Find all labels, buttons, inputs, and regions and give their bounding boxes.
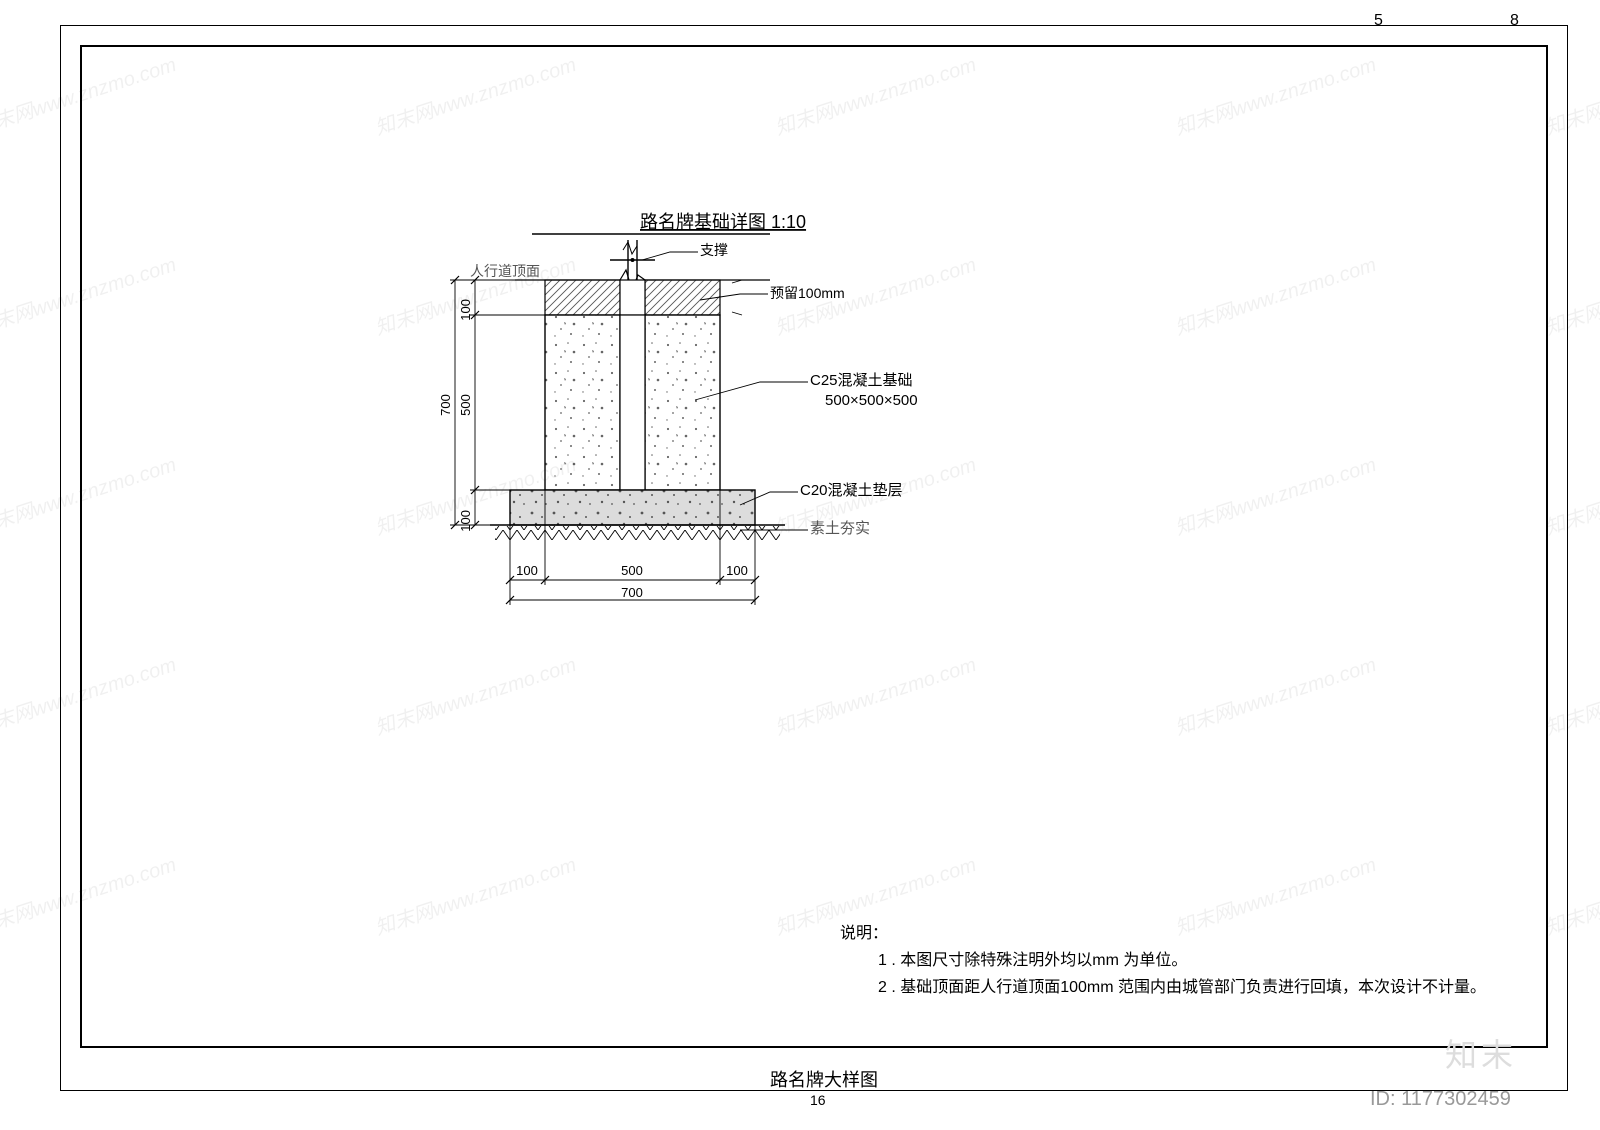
drawing-title: 路名牌基础详图 1:10 bbox=[640, 212, 806, 232]
svg-text:素土夯实: 素土夯实 bbox=[810, 520, 870, 537]
page-num-right: 8 bbox=[1510, 12, 1519, 30]
notes-heading: 说明： bbox=[840, 920, 1486, 947]
svg-text:500×500×500: 500×500×500 bbox=[825, 392, 918, 409]
svg-text:C20混凝土垫层: C20混凝土垫层 bbox=[800, 482, 903, 499]
dim-h-total: 700 bbox=[621, 585, 643, 600]
label-sidewalk: 人行道顶面 bbox=[470, 263, 540, 279]
dim-h1: 100 bbox=[516, 563, 538, 578]
dim-h3: 100 bbox=[726, 563, 748, 578]
dim-v3: 100 bbox=[458, 510, 473, 532]
watermark-id: ID: 1177302459 bbox=[1370, 1088, 1511, 1111]
c25-concrete-base bbox=[545, 315, 720, 490]
svg-text:预留100mm: 预留100mm bbox=[770, 285, 845, 301]
bottom-title: 路名牌大样图 bbox=[770, 1066, 878, 1092]
notes-block: 说明： 1 . 本图尺寸除特殊注明外均以mm 为单位。 2 . 基础顶面距人行道… bbox=[840, 920, 1486, 1002]
rammed-earth bbox=[490, 525, 785, 540]
sheet-number: 16 bbox=[810, 1092, 826, 1108]
foundation-detail-drawing: 路名牌基础详图 1:10 bbox=[440, 200, 1080, 650]
watermark-logo: 知末 bbox=[1445, 1030, 1517, 1076]
label-reserve: 预留100mm bbox=[700, 280, 845, 315]
dim-v-total: 700 bbox=[440, 394, 453, 416]
notes-item: 1 . 本图尺寸除特殊注明外均以mm 为单位。 bbox=[840, 947, 1486, 974]
svg-text:支撑: 支撑 bbox=[700, 242, 728, 258]
dim-h2: 500 bbox=[621, 563, 643, 578]
label-support: 支撑 bbox=[642, 242, 728, 260]
dim-v2: 500 bbox=[458, 394, 473, 416]
c20-cushion-layer bbox=[510, 490, 755, 525]
svg-text:C25混凝土基础: C25混凝土基础 bbox=[810, 372, 913, 389]
notes-item: 2 . 基础顶面距人行道顶面100mm 范围内由城管部门负责进行回填，本次设计不… bbox=[840, 974, 1486, 1001]
reserved-fill-layer bbox=[545, 280, 720, 315]
label-c20: C20混凝土垫层 bbox=[740, 482, 903, 505]
dim-v1: 100 bbox=[458, 299, 473, 321]
label-c25: C25混凝土基础 500×500×500 bbox=[695, 372, 918, 409]
page-num-left: 5 bbox=[1374, 12, 1383, 30]
